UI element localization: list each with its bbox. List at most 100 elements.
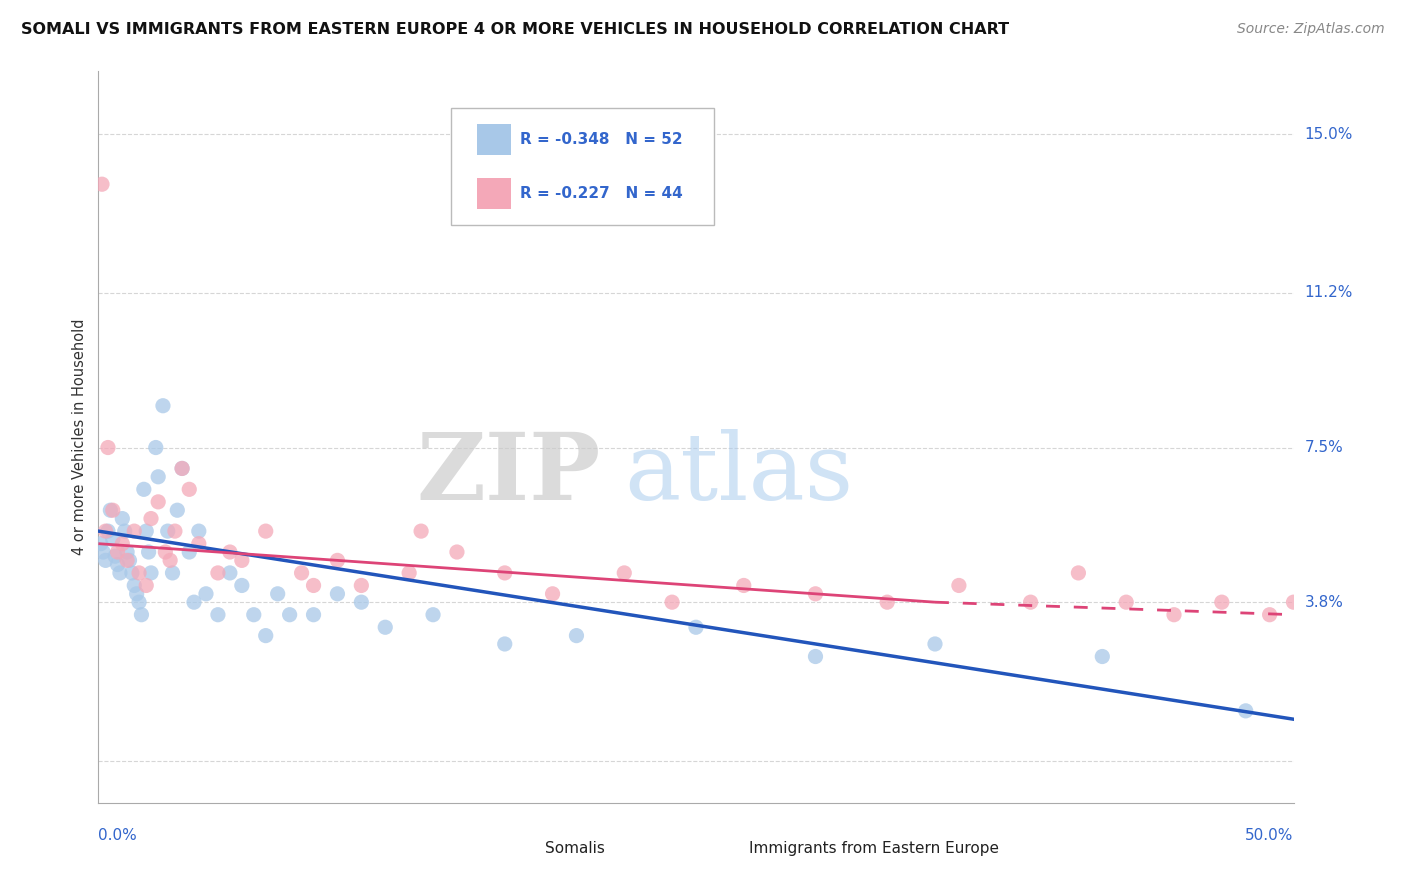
- Point: [135, 578, 157, 592]
- Point: [1163, 607, 1185, 622]
- Point: [115, 553, 138, 567]
- Text: 50.0%: 50.0%: [1246, 828, 1294, 843]
- Point: [139, 566, 162, 580]
- Point: [267, 587, 290, 601]
- Point: [131, 607, 153, 622]
- Point: [326, 587, 349, 601]
- Point: [207, 566, 229, 580]
- Point: [398, 566, 420, 580]
- Point: [207, 607, 229, 622]
- Text: 7.5%: 7.5%: [1305, 440, 1343, 455]
- Text: 0.0%: 0.0%: [98, 828, 138, 843]
- Point: [162, 566, 184, 580]
- Text: Source: ZipAtlas.com: Source: ZipAtlas.com: [1237, 22, 1385, 37]
- Point: [107, 545, 129, 559]
- Point: [98, 503, 122, 517]
- Point: [243, 607, 266, 622]
- Text: Somalis: Somalis: [546, 841, 605, 856]
- Point: [163, 524, 186, 538]
- Point: [876, 595, 898, 609]
- Point: [155, 545, 177, 559]
- Point: [302, 578, 325, 592]
- Point: [139, 511, 162, 525]
- Point: [254, 629, 277, 643]
- Point: [804, 649, 827, 664]
- FancyBboxPatch shape: [709, 839, 741, 858]
- Point: [91, 178, 114, 192]
- Y-axis label: 4 or more Vehicles in Household: 4 or more Vehicles in Household: [72, 318, 87, 556]
- Point: [179, 545, 201, 559]
- Point: [156, 524, 179, 538]
- Point: [924, 637, 946, 651]
- Point: [101, 533, 124, 547]
- Point: [1115, 595, 1137, 609]
- Point: [172, 461, 194, 475]
- Point: [254, 524, 277, 538]
- Point: [804, 587, 827, 601]
- Text: SOMALI VS IMMIGRANTS FROM EASTERN EUROPE 4 OR MORE VEHICLES IN HOUSEHOLD CORRELA: SOMALI VS IMMIGRANTS FROM EASTERN EUROPE…: [21, 22, 1010, 37]
- FancyBboxPatch shape: [477, 178, 510, 209]
- Point: [111, 536, 134, 550]
- Point: [219, 566, 242, 580]
- Point: [411, 524, 433, 538]
- Point: [374, 620, 396, 634]
- Point: [91, 545, 114, 559]
- Point: [1067, 566, 1090, 580]
- Point: [111, 511, 134, 525]
- Point: [135, 524, 157, 538]
- Point: [124, 524, 146, 538]
- Point: [613, 566, 636, 580]
- Text: R = -0.348   N = 52: R = -0.348 N = 52: [520, 132, 683, 147]
- Point: [1091, 649, 1114, 664]
- Point: [94, 524, 117, 538]
- Point: [148, 470, 170, 484]
- Text: 11.2%: 11.2%: [1305, 285, 1353, 301]
- Point: [302, 607, 325, 622]
- Point: [159, 553, 181, 567]
- FancyBboxPatch shape: [477, 124, 510, 154]
- Point: [1019, 595, 1042, 609]
- Point: [326, 553, 349, 567]
- Point: [1211, 595, 1233, 609]
- Point: [101, 503, 124, 517]
- Text: atlas: atlas: [624, 429, 853, 518]
- Point: [350, 578, 373, 592]
- Point: [97, 524, 120, 538]
- Point: [685, 620, 707, 634]
- FancyBboxPatch shape: [451, 108, 714, 225]
- Point: [115, 545, 138, 559]
- Point: [128, 566, 150, 580]
- Point: [124, 578, 146, 592]
- Point: [104, 549, 127, 564]
- Point: [661, 595, 683, 609]
- Point: [733, 578, 755, 592]
- Point: [195, 587, 218, 601]
- Point: [422, 607, 444, 622]
- Point: [187, 524, 209, 538]
- Point: [948, 578, 970, 592]
- Point: [172, 461, 194, 475]
- Point: [1258, 607, 1281, 622]
- Point: [97, 441, 120, 455]
- Point: [187, 536, 209, 550]
- Point: [541, 587, 564, 601]
- Point: [179, 483, 201, 497]
- Point: [132, 483, 155, 497]
- Point: [494, 637, 516, 651]
- Point: [145, 441, 167, 455]
- Point: [121, 566, 143, 580]
- Point: [108, 566, 131, 580]
- FancyBboxPatch shape: [505, 839, 538, 858]
- Point: [219, 545, 242, 559]
- Text: ZIP: ZIP: [416, 429, 600, 518]
- Point: [125, 587, 148, 601]
- Point: [183, 595, 205, 609]
- Text: 15.0%: 15.0%: [1305, 127, 1353, 142]
- Point: [1282, 595, 1305, 609]
- Point: [1234, 704, 1257, 718]
- Point: [278, 607, 301, 622]
- Point: [231, 553, 253, 567]
- Point: [446, 545, 468, 559]
- Text: Immigrants from Eastern Europe: Immigrants from Eastern Europe: [748, 841, 998, 856]
- Text: 3.8%: 3.8%: [1305, 595, 1344, 609]
